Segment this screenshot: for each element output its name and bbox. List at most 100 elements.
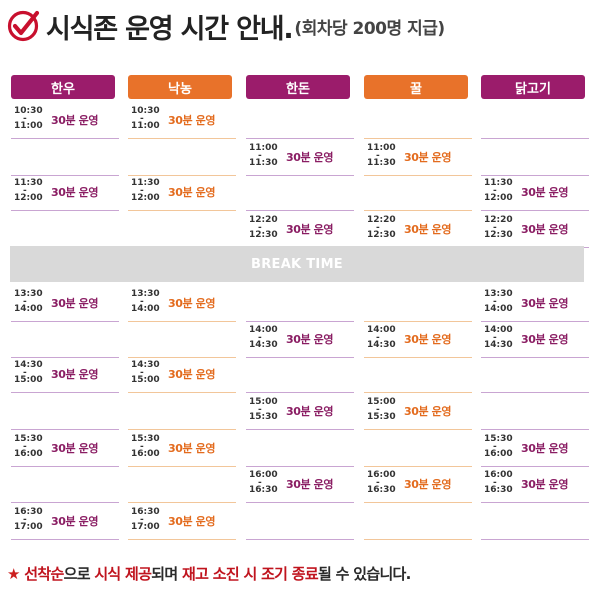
slot-time: 16:30-17:00 [131, 507, 165, 532]
footer-text-part: 될 수 있습니다. [318, 565, 411, 583]
slot-label: 30분 운영 [51, 114, 99, 127]
slot-dash: - [376, 332, 380, 343]
slot-start-time: 12:20 [367, 215, 396, 225]
slot-start-time: 11:00 [367, 143, 396, 153]
slot-label: 30분 운영 [521, 442, 569, 455]
schedule-slot [128, 211, 236, 248]
slot-dash: - [140, 113, 144, 124]
slot-dash: - [493, 222, 497, 233]
title-subtitle: (회차당 200명 지급) [294, 18, 445, 39]
slot-end-time: 16:00 [14, 449, 43, 459]
slot-time: 10:30-11:00 [14, 107, 48, 131]
schedule-slot [364, 102, 472, 139]
slot-start-time: 14:00 [484, 325, 513, 335]
slot-label: 30분 운영 [521, 478, 569, 491]
slot-label: 30분 운영 [521, 333, 569, 346]
schedule-slot [11, 393, 119, 430]
schedule-slot: 11:30-12:00 30분 운영 [11, 174, 119, 211]
slot-dash: - [140, 367, 144, 378]
circled-check-icon [7, 10, 40, 42]
slot-start-time: 14:30 [14, 360, 43, 370]
slot-end-time: 12:00 [14, 193, 43, 203]
slot-dash: - [258, 150, 262, 161]
schedule-slot: 14:30-15:00 30분 운영 [128, 356, 236, 393]
slot-time: 16:00-16:30 [367, 471, 401, 495]
slot-end-time: 17:00 [131, 522, 160, 532]
slot-label: 30분 운영 [168, 442, 216, 455]
footer-text-part: 으로 [63, 565, 95, 583]
schedule-slot: 16:00-16:30 30분 운영 [481, 466, 589, 503]
slot-label: 30분 운영 [168, 297, 216, 310]
schedule-slot [364, 174, 472, 211]
slot-end-time: 12:30 [367, 230, 396, 240]
schedule-slot [246, 356, 354, 393]
schedule-slot: 15:00-15:30 30분 운영 [246, 393, 354, 430]
schedule-slot: 10:30-11:00 30분 운영 [128, 102, 236, 139]
slot-end-time: 12:00 [484, 193, 513, 203]
schedule-slot [11, 139, 119, 176]
slot-time: 14:00-14:30 [367, 325, 401, 350]
slot-dash: - [493, 477, 497, 488]
schedule-slot [246, 174, 354, 211]
schedule-slot [11, 211, 119, 248]
slot-time: 11:30-12:00 [484, 178, 518, 203]
slot-label: 30분 운영 [404, 333, 452, 346]
schedule-slot [481, 503, 589, 540]
schedule-slot: 11:30-12:00 30분 운영 [481, 174, 589, 211]
slot-start-time: 16:30 [14, 507, 43, 517]
slot-start-time: 15:30 [131, 434, 160, 444]
footer-text-part: 선착순 [24, 565, 64, 583]
slot-label: 30분 운영 [286, 223, 334, 236]
slot-end-time: 16:00 [131, 449, 160, 459]
schedule-slot [128, 139, 236, 176]
footer-text-part: 시식 제공 [94, 565, 152, 583]
slot-time: 11:30-12:00 [131, 179, 165, 203]
slot-dash: - [493, 296, 497, 307]
slot-time: 14:30-15:00 [14, 360, 48, 385]
slot-time: 14:30-15:00 [131, 361, 165, 385]
slot-end-time: 11:00 [131, 121, 160, 131]
schedule-slot [11, 466, 119, 503]
slot-end-time: 15:30 [249, 412, 278, 422]
schedule-slot [364, 356, 472, 393]
slot-start-time: 14:00 [367, 325, 396, 335]
slot-dash: - [23, 185, 27, 196]
slot-label: 30분 운영 [51, 186, 99, 199]
schedule-slot [11, 321, 119, 358]
slot-start-time: 13:30 [14, 289, 43, 299]
schedule-slot [364, 503, 472, 540]
slot-dash: - [376, 477, 380, 488]
schedule-slot: 12:20-12:30 30분 운영 [246, 211, 354, 248]
slot-label: 30분 운영 [286, 478, 334, 491]
schedule-slot [246, 285, 354, 322]
slot-dash: - [258, 404, 262, 415]
slot-end-time: 11:30 [249, 158, 278, 168]
title-text: 시식존 운영 시간 안내. [46, 13, 294, 45]
slot-dash: - [23, 514, 27, 525]
slot-start-time: 13:30 [484, 289, 513, 299]
slot-end-time: 17:00 [14, 522, 43, 532]
slot-dash: - [493, 185, 497, 196]
slot-label: 30분 운영 [286, 405, 334, 418]
slot-label: 30분 운영 [168, 114, 216, 127]
slot-start-time: 11:30 [484, 178, 513, 188]
schedule-slot: 11:00-11:30 30분 운영 [364, 139, 472, 176]
slot-label: 30분 운영 [51, 442, 99, 455]
schedule-slot: 14:00-14:30 30분 운영 [246, 321, 354, 358]
schedule-slot [246, 430, 354, 467]
slot-time: 13:30-14:00 [14, 289, 48, 314]
schedule-slot: 11:30-12:00 30분 운영 [128, 174, 236, 211]
schedule-slot [481, 356, 589, 393]
slot-start-time: 15:00 [249, 397, 278, 407]
slot-dash: - [258, 222, 262, 233]
slot-start-time: 16:30 [131, 507, 160, 517]
schedule-slot [246, 503, 354, 540]
schedule-slot [364, 430, 472, 467]
slot-end-time: 16:30 [484, 485, 513, 495]
slot-end-time: 16:30 [249, 485, 278, 495]
slot-label: 30분 운영 [286, 333, 334, 346]
slot-time: 15:30-16:00 [131, 434, 165, 459]
slot-end-time: 11:00 [14, 121, 43, 131]
column-header: 낙농 [128, 75, 232, 99]
